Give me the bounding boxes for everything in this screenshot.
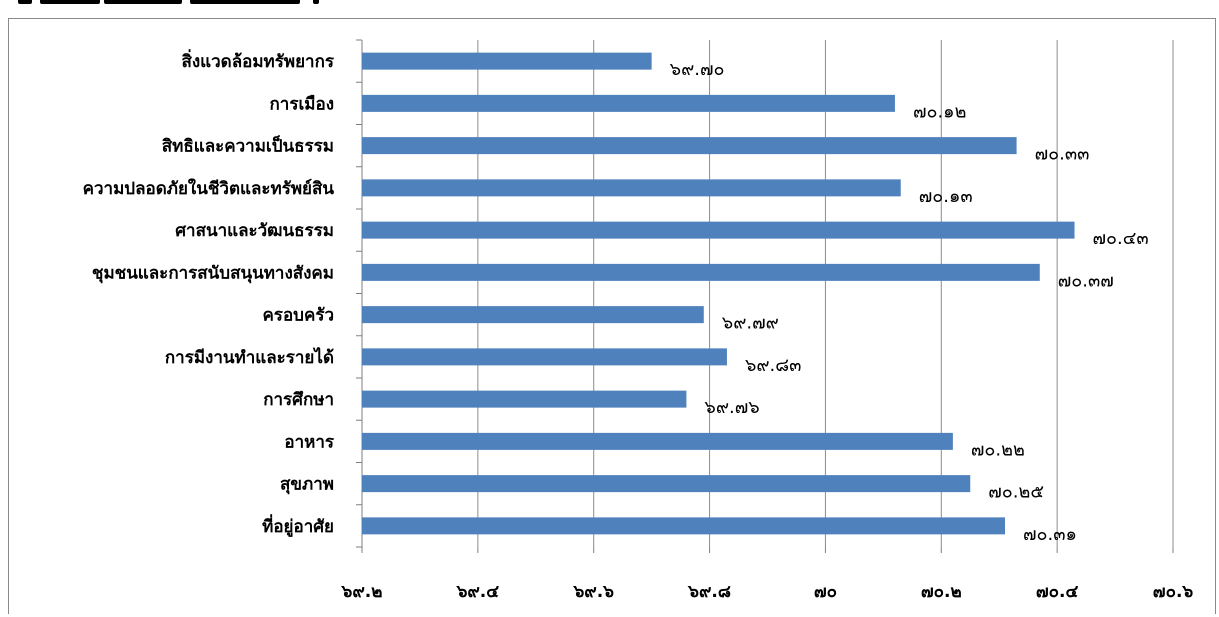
value-label-0: ๖๙.๗๐ [670,59,725,80]
value-label-1: ๗๐.๑๒ [913,101,967,122]
x-tick-label-6: ๗๐.๔ [1036,582,1079,602]
bar-6 [362,306,704,324]
category-label-11: ที่อยู่อาศัย [262,514,334,538]
bar-1 [362,94,895,112]
category-label-0: สิ่งแวดล้อมทรัพยากร [181,49,334,72]
category-label-5: ชุมชนและการสนับสนุนทางสังคม [92,263,334,283]
cropped-heading-strip [0,0,1219,18]
bar-9 [362,432,953,450]
x-tick-label-1: ๖๙.๔ [456,582,500,602]
category-label-6: ครอบครัว [262,306,334,326]
value-label-5: ๗๐.๓๗ [1058,270,1114,291]
value-label-3: ๗๐.๑๓ [919,186,973,207]
bar-7 [362,348,727,366]
bar-4 [362,221,1075,239]
x-tick-label-5: ๗๐.๒ [921,582,962,602]
category-label-10: สุขภาพ [280,475,334,495]
bar-3 [362,179,901,197]
bar-0 [362,52,652,70]
category-label-7: การมีงานทำและรายได้ [165,347,334,368]
value-label-6: ๖๙.๗๙ [722,313,779,334]
bar-5 [362,263,1040,281]
category-label-9: อาหาร [284,432,335,452]
bar-2 [362,137,1017,155]
bar-11 [362,517,1006,535]
x-tick-label-4: ๗๐ [814,582,837,602]
bar-10 [362,475,971,493]
value-label-4: ๗๐.๔๓ [1093,228,1149,249]
category-label-1: การเมือง [270,93,335,114]
x-tick-label-2: ๖๙.๖ [572,582,614,602]
value-label-8: ๖๙.๗๖ [704,397,759,418]
value-label-2: ๗๐.๓๓ [1035,144,1090,165]
chart-area-border [8,18,1216,614]
value-label-9: ๗๐.๒๒ [971,439,1025,460]
category-label-3: ความปลอดภัยในชีวิตและทรัพย์สิน [83,178,335,199]
x-tick-label-7: ๗๐.๖ [1153,582,1194,602]
x-tick-label-0: ๖๙.๒ [341,582,383,602]
value-label-7: ๖๙.๘๓ [745,355,802,376]
x-tick-label-3: ๖๙.๘ [687,582,731,602]
category-label-2: สิทธิและความเป็นธรรม [162,134,334,157]
category-label-8: การศึกษา [263,390,334,410]
value-label-11: ๗๐.๓๑ [1023,524,1077,545]
bar-8 [362,390,687,408]
value-label-10: ๗๐.๒๕ [988,482,1044,503]
category-label-4: ศาสนาและวัฒนธรรม [175,221,334,241]
